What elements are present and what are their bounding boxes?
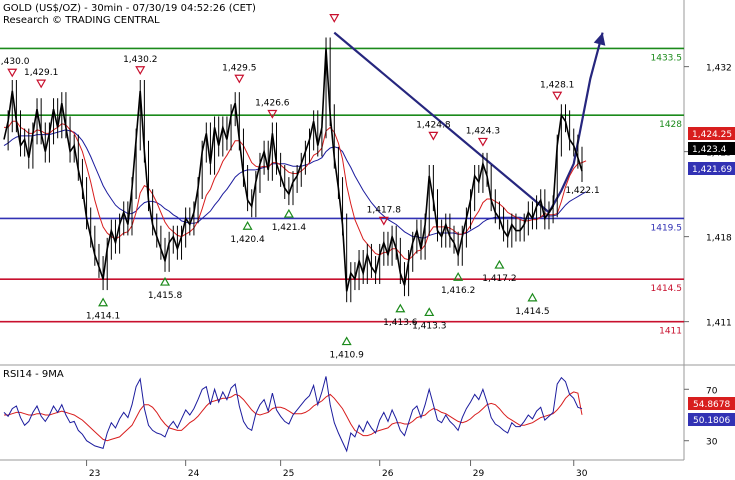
peak-label: 1,417.8 (367, 205, 402, 215)
chart-title: GOLD (US$/OZ) - 30min - 07/30/19 04:52:2… (3, 3, 256, 14)
trough-marker (527, 292, 538, 302)
value-tag-box (688, 162, 735, 175)
annotation-label: 1,422.1 (565, 186, 599, 196)
time-tick-label: 24 (188, 469, 200, 479)
value-tag-box (688, 142, 735, 155)
rsi-line (3, 376, 583, 453)
trough-label: 1,414.1 (86, 312, 120, 322)
time-tick-label: 29 (473, 469, 485, 479)
peak-label: 1,430.0 (0, 57, 30, 67)
peak-marker (552, 91, 563, 101)
rsi-ma-tag-label: 50.1806 (693, 416, 730, 426)
trough-label: 1,421.4 (272, 223, 307, 233)
rsi-ma-tag-box (688, 413, 735, 426)
level-label: 1428 (659, 120, 682, 130)
time-tick-label: 23 (89, 469, 100, 479)
trough-marker (453, 272, 464, 281)
price-panel (0, 0, 684, 365)
trough-label: 1,410.9 (329, 351, 364, 361)
peak-marker (477, 137, 488, 147)
trough-marker (159, 276, 171, 286)
last-value-tags: 1,424.25 1,423.4 1,421.69 (688, 127, 735, 175)
peak-label: 1,429.5 (222, 63, 256, 73)
peak-marker (428, 131, 439, 141)
trough-label: 1,413.3 (412, 321, 446, 331)
value-tag-label: 1,423.4 (692, 145, 727, 155)
price-series-layer (3, 37, 587, 303)
rsi-title: RSI14 - 9MA (3, 369, 64, 380)
peak-label: 1,424.8 (416, 120, 451, 130)
time-tick-label: 26 (382, 469, 394, 479)
ma-slow-line (3, 129, 587, 239)
peak-label: 1,424.3 (466, 126, 500, 136)
price-line (3, 48, 583, 292)
rsi-tick-label: 30 (706, 438, 718, 448)
projection-arrowhead (593, 32, 606, 46)
trendline (333, 31, 550, 214)
level-label: 1419.5 (651, 223, 683, 233)
time-tick-label: 25 (283, 469, 294, 479)
chart-subtitle: Research © TRADING CENTRAL (3, 15, 160, 26)
trough-label: 1,417.2 (482, 274, 516, 284)
peak-marker (378, 216, 389, 226)
price-tick-label: 1,432 (706, 64, 732, 74)
peak-marker (7, 68, 18, 78)
peak-label: 1,428.1 (540, 80, 574, 90)
peak-label: 1,430.2 (123, 55, 157, 65)
price-tick-label: 1,411 (706, 319, 732, 329)
peak-marker (135, 66, 146, 75)
markers-layer: 1,430.01,429.1 1,430.2 1,429.5 1,426.6 1,417… (0, 14, 600, 361)
trough-marker (98, 297, 109, 307)
peak-label: 1,426.6 (255, 99, 290, 109)
rsi-panel: 70 30 54.8678 50.1806 (3, 376, 735, 453)
time-tick-label: 30 (576, 469, 588, 479)
level-label: 1433.5 (651, 53, 683, 63)
trough-marker (242, 221, 253, 230)
trough-marker (395, 303, 406, 313)
levels-layer: 1433.5 1428 1419.5 1414.5 1411 (0, 47, 684, 337)
rsi-tick-label: 70 (706, 386, 718, 396)
trough-label: 1,416.2 (441, 286, 475, 296)
trough-label: 1,420.4 (230, 235, 265, 245)
peak-marker (36, 79, 47, 89)
trough-label: 1,414.5 (515, 307, 549, 317)
value-tag-label: 1,421.69 (692, 165, 732, 175)
rsi-tag-box (688, 397, 735, 410)
value-tag-label: 1,424.25 (692, 130, 732, 140)
level-label: 1414.5 (651, 284, 683, 294)
peak-marker (329, 14, 340, 23)
trough-marker (283, 208, 294, 218)
trough-marker (494, 259, 505, 269)
peak-marker (267, 109, 278, 119)
value-tag-box (688, 127, 735, 140)
trough-label: 1,413.6 (383, 318, 418, 328)
ma-fast-line (4, 120, 587, 261)
level-label: 1411 (659, 327, 682, 337)
trough-label: 1,415.8 (148, 291, 183, 301)
trough-marker (424, 307, 435, 317)
trough-marker (341, 336, 352, 346)
peak-marker (234, 74, 245, 84)
price-tick-label: 1,418 (706, 234, 732, 244)
time-axis-ticks: 23 24 25 26 29 30 (86, 460, 588, 479)
rsi-tag-label: 54.8678 (693, 400, 730, 410)
peak-label: 1,429.1 (24, 68, 58, 78)
rsi-ma-line (4, 391, 583, 442)
